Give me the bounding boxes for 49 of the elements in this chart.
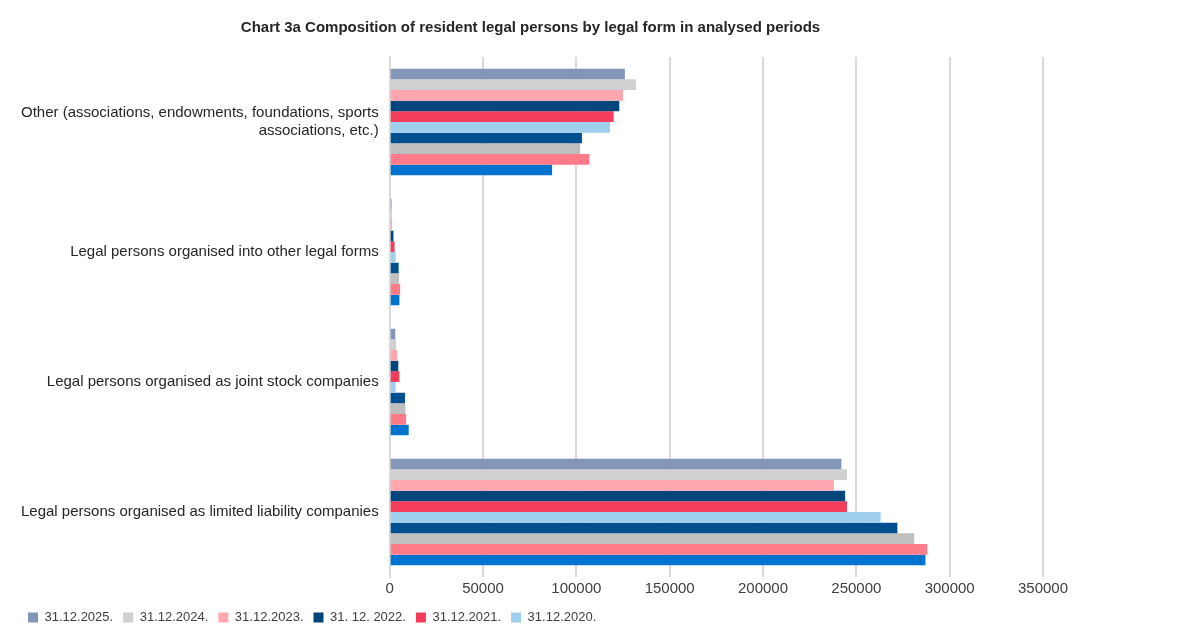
legend-label: 31.12.2020. xyxy=(527,609,597,625)
chart-title: Chart 3a Composition of resident legal persons by legal form in analysed periods xyxy=(240,18,821,36)
bar xyxy=(390,132,582,144)
bar xyxy=(390,501,848,512)
bar xyxy=(390,252,396,263)
bar xyxy=(390,273,400,284)
legend-label: 31.12.2024. xyxy=(139,609,209,625)
bar xyxy=(390,283,401,295)
legend-label: 31.12.2023. xyxy=(234,609,304,625)
legend-label: 31.12.2021. xyxy=(432,609,502,625)
bar xyxy=(390,68,625,80)
y-tick-label: Other (associations, endowments, foundations, sports associations, etc.) xyxy=(21,103,379,139)
bar xyxy=(390,143,581,154)
bar xyxy=(390,100,620,112)
bar xyxy=(390,522,898,534)
x-tick-label: 100000 xyxy=(551,579,602,597)
bar xyxy=(390,490,846,502)
bar xyxy=(390,413,407,425)
bar xyxy=(390,122,610,133)
bar xyxy=(390,382,396,393)
bar xyxy=(390,350,398,361)
bar xyxy=(390,480,834,491)
y-tick-label: Legal persons organised as limited liability companies xyxy=(20,502,379,520)
y-tick-label: Legal persons organised into other legal forms xyxy=(70,242,379,260)
x-tick-label: 250000 xyxy=(831,579,882,597)
bar xyxy=(390,533,915,544)
bar xyxy=(390,392,405,404)
bar xyxy=(390,554,926,566)
y-tick-label: Legal persons organised as joint stock companies xyxy=(46,372,379,390)
x-tick-label: 200000 xyxy=(737,579,789,597)
x-tick-label: 300000 xyxy=(924,579,975,597)
bar xyxy=(390,512,881,523)
bar xyxy=(390,403,406,414)
legend-label: 31.12.2025. xyxy=(44,609,114,625)
legend-label: 31. 12. 2022. xyxy=(330,609,406,625)
bar xyxy=(390,262,399,274)
x-tick-label: 150000 xyxy=(644,579,695,597)
bar xyxy=(390,111,614,122)
bar xyxy=(390,90,624,101)
bar xyxy=(390,424,409,436)
bar xyxy=(390,153,590,165)
bar xyxy=(390,458,842,470)
x-tick-label: 350000 xyxy=(1017,579,1069,597)
bar xyxy=(390,371,400,382)
x-tick-label: 0 xyxy=(385,579,394,597)
x-tick-label: 50000 xyxy=(462,579,504,597)
bar xyxy=(390,241,395,252)
bar xyxy=(390,543,928,555)
bar xyxy=(390,164,553,176)
